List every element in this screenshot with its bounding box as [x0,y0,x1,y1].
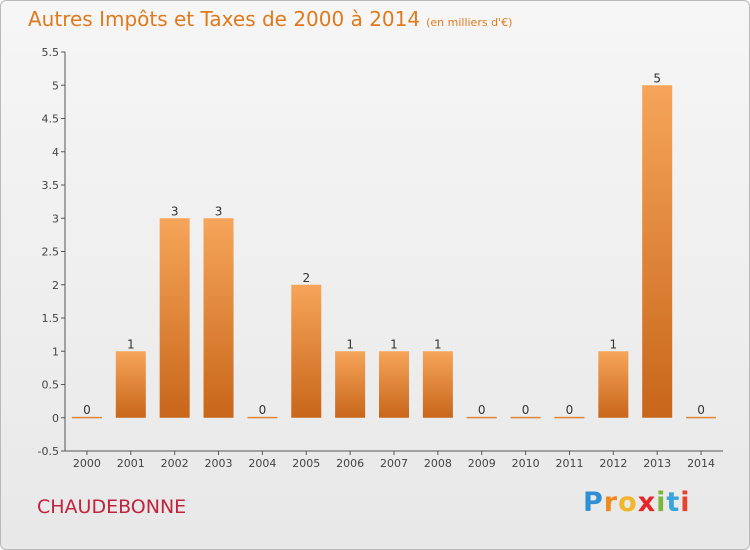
y-tick-label: -0.5 [38,445,59,458]
data-label: 1 [390,337,398,351]
data-label: 0 [522,403,530,417]
x-tick-label: 2010 [512,457,540,470]
data-label: 3 [171,204,179,218]
data-label: 0 [566,403,574,417]
logo-letter: r [603,487,619,518]
data-label: 5 [653,71,661,85]
x-tick-label: 2005 [292,457,320,470]
bar [203,218,234,418]
data-label: 1 [434,337,442,351]
x-tick-label: 2003 [205,457,233,470]
y-tick-label: 3.5 [42,179,60,192]
y-tick-label: 0.5 [42,379,60,392]
bar [379,351,409,418]
y-tick-label: 4.5 [42,113,60,126]
bar [71,416,102,419]
logo-letter: x [637,487,657,518]
data-label: 1 [346,337,354,351]
x-tick-label: 2009 [468,457,496,470]
y-tick-label: 1 [52,345,59,358]
x-tick-label: 2007 [380,457,408,470]
chart-title-text: Autres Impôts et Taxes de 2000 à 2014 [28,7,421,31]
x-tick-label: 2012 [599,457,627,470]
bar [335,351,366,418]
bar [598,351,629,418]
y-tick-label: 2 [52,279,59,292]
y-tick-label: 4 [52,146,59,159]
x-tick-label: 2000 [73,457,101,470]
y-tick-label: 0 [52,412,59,425]
x-tick-label: 2002 [161,457,189,470]
y-tick-label: 1.5 [42,312,60,325]
x-tick-label: 2013 [643,457,671,470]
y-tick-label: 2.5 [42,246,60,259]
y-tick-label: 5 [52,79,59,92]
data-label: 2 [302,271,310,285]
bar [115,351,146,418]
bar [642,85,673,418]
data-label: 3 [215,204,223,218]
data-label: 0 [83,403,91,417]
logo-letter: i [656,487,667,518]
y-tick-label: 5.5 [42,46,60,59]
x-tick-label: 2008 [424,457,452,470]
x-tick-label: 2014 [687,457,715,470]
bar [159,218,190,418]
logo-letter: P [583,487,604,518]
data-label: 1 [127,337,135,351]
data-label: 0 [478,403,486,417]
bar [466,416,497,419]
x-tick-label: 2004 [248,457,276,470]
x-tick-label: 2001 [117,457,145,470]
logo-letter: o [618,487,638,518]
x-tick-label: 2011 [555,457,583,470]
y-tick-label: 3 [52,212,59,225]
bar [422,351,453,418]
bar [510,416,541,419]
data-label: 0 [259,403,267,417]
chart-title: Autres Impôts et Taxes de 2000 à 2014 (en… [28,7,512,31]
data-label: 0 [697,403,705,417]
logo-letter: t [666,487,681,518]
bar [291,284,322,418]
bar [554,416,585,419]
chart-subtitle: (en milliers d'€) [426,16,513,29]
proxiti-logo: Proxiti [583,487,691,518]
x-tick-label: 2006 [336,457,364,470]
bar [247,416,278,419]
data-label: 1 [610,337,618,351]
bar [686,416,717,419]
commune-name: CHAUDEBONNE [37,496,187,518]
logo-letter: i [680,487,691,518]
